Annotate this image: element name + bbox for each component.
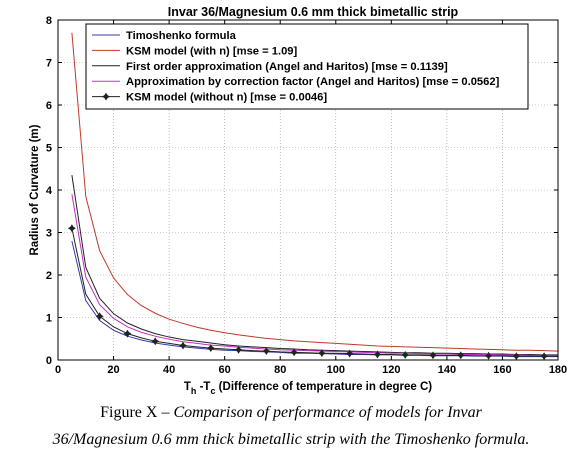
x-tick-label: 180 (549, 364, 567, 376)
x-tick-label: 100 (327, 364, 345, 376)
series-5-point (345, 349, 354, 358)
series-5-point (512, 352, 521, 361)
caption-line-1-text: Comparison of performance of models for … (173, 404, 482, 421)
x-tick-label: 160 (493, 364, 511, 376)
x-label-sub-h: h (191, 386, 197, 396)
x-tick-label: 120 (382, 364, 400, 376)
series-5-point (456, 351, 465, 360)
legend-marker-5 (102, 92, 110, 101)
x-tick-label: 20 (107, 364, 119, 376)
series-5-point (206, 344, 215, 353)
series-5-point (401, 350, 410, 359)
y-tick-label: 3 (46, 228, 52, 240)
x-tick-label: 60 (219, 364, 231, 376)
series-5-point (123, 329, 132, 338)
x-label-sub-c: c (210, 386, 215, 396)
series-5-point (540, 352, 549, 361)
x-label-rest: (Difference of temperature in degree C) (215, 381, 432, 393)
caption-prefix: Figure X – (100, 404, 174, 421)
series-5-point (373, 350, 382, 359)
figure-caption-line-1: Figure X – Comparison of performance of … (0, 404, 582, 422)
y-tick-label: 1 (46, 313, 52, 325)
series-5-point (95, 312, 104, 321)
y-tick-label: 5 (46, 143, 52, 155)
series-group (67, 32, 559, 361)
y-tick-label: 8 (46, 15, 52, 27)
series-line-4 (71, 194, 558, 356)
legend-label-4: Approximation by correction factor (Ange… (126, 76, 500, 88)
legend-label-2: KSM model (with n) [mse = 1.09] (126, 45, 298, 57)
x-tick-label: 140 (438, 364, 456, 376)
x-label-t: T (184, 381, 191, 393)
series-5-point (317, 349, 326, 358)
legend-label-1: Timoshenko formula (126, 30, 237, 42)
legend: Timoshenko formula KSM model (with n) [ms… (85, 23, 529, 110)
series-line-2 (71, 32, 559, 352)
series-5-point (179, 341, 187, 350)
series-5-point (67, 224, 76, 233)
plot-frame (57, 19, 559, 361)
x-label-sep: -T (196, 381, 210, 393)
y-tick-label: 4 (46, 185, 53, 197)
series-5-point (484, 351, 493, 360)
series-5-point (234, 345, 243, 354)
x-tick-label: 0 (55, 364, 61, 376)
chart-title: Invar 36/Magnesium 0.6 mm thick bimetall… (168, 5, 459, 19)
x-axis-label: Th -Tc (Difference of temperature in deg… (184, 381, 432, 396)
y-tick-label: 2 (46, 270, 52, 282)
series-5-point (290, 348, 299, 357)
legend-label-5: KSM model (without n) [mse = 0.0046] (126, 92, 327, 104)
legend-label-3: First order approximation (Angel and Har… (126, 61, 448, 73)
legend-box (85, 23, 529, 110)
axes: 0 20 40 60 80 100 120 140 160 180 0 1 2 3 4 5 6 7 8 (46, 15, 567, 376)
series-5-point (429, 351, 437, 360)
y-tick-label: 0 (46, 355, 52, 367)
x-tick-label: 80 (274, 364, 286, 376)
y-tick-label: 6 (46, 100, 52, 112)
series-5-point (151, 337, 160, 346)
figure-caption-line-2: 36/Magnesium 0.6 mm thick bimetallic str… (52, 431, 530, 448)
y-tick-label: 7 (46, 58, 52, 70)
series-5-point (262, 347, 271, 356)
series-line-3 (71, 175, 558, 356)
y-axis-label: Radius of Curvature (m) (29, 124, 41, 255)
x-tick-label: 40 (163, 364, 175, 376)
chart: Invar 36/Magnesium 0.6 mm thick bimetall… (29, 5, 568, 396)
